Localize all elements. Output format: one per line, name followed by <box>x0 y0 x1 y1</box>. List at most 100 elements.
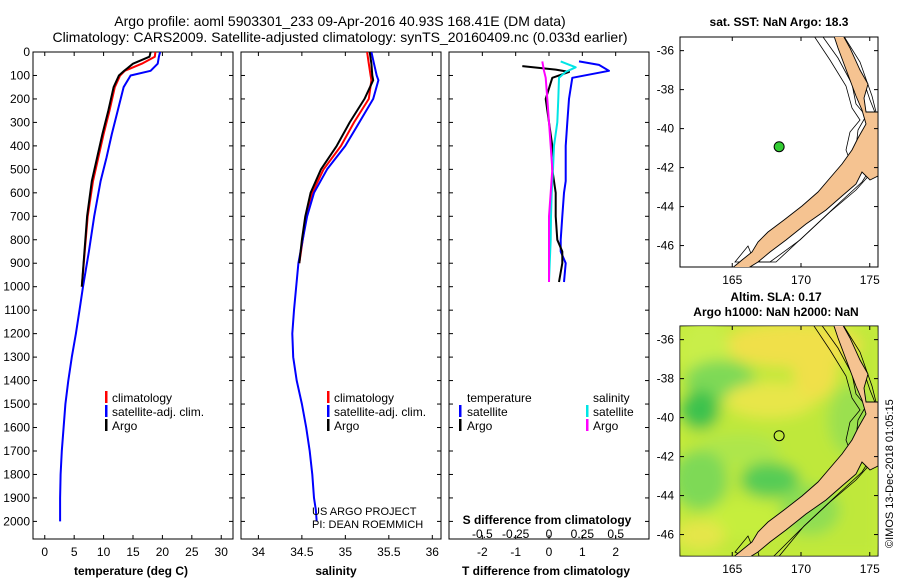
lon-tick-label: 170 <box>791 273 811 287</box>
y-tick-label: 500 <box>10 162 30 176</box>
s-diff-tick-label: 0 <box>546 527 553 541</box>
sst-map <box>679 36 879 268</box>
s-diff-tick-label: 0.25 <box>571 527 595 541</box>
y-tick-label: 1200 <box>3 327 30 341</box>
legend-swatch-argo <box>105 419 108 431</box>
temperature-xlabel: temperature (deg C) <box>74 564 188 578</box>
y-tick-label: 1400 <box>3 374 30 388</box>
lon-tick-label: 175 <box>860 562 880 576</box>
lat-tick-label: -46 <box>657 528 675 542</box>
x-tick-label: 34 <box>252 545 266 559</box>
legend-swatch-s-argo <box>586 419 589 431</box>
y-tick-label: 1000 <box>3 280 30 294</box>
y-tick-label: 1100 <box>4 303 30 317</box>
series-climatology <box>80 52 157 287</box>
sst-float-marker <box>773 141 785 153</box>
difference-legend: temperature satellite Argo salinity sate… <box>459 391 634 433</box>
y-tick-label: 1700 <box>3 444 30 458</box>
legend-swatch-t-argo <box>459 419 462 431</box>
x-tick-label: 0 <box>41 545 48 559</box>
x-tick-label: 35 <box>339 545 353 559</box>
sla-isobath-outer <box>734 326 878 556</box>
legend-swatch-t-satellite <box>459 405 462 417</box>
lon-tick-label: 165 <box>722 562 742 576</box>
legend-s-satellite: satellite <box>593 405 634 419</box>
x-tick-label: 30 <box>215 545 229 559</box>
y-tick-label: 900 <box>10 256 30 270</box>
legend-satellite: satellite-adj. clim. <box>334 405 426 419</box>
y-tick-label: 800 <box>10 233 30 247</box>
x-tick-label: 0 <box>546 545 553 559</box>
temperature-profiles <box>59 52 162 522</box>
legend-climatology: climatology <box>334 391 394 405</box>
lat-tick-label: -42 <box>657 450 675 464</box>
x-tick-label: -1 <box>510 545 521 559</box>
x-tick-label: 25 <box>185 545 199 559</box>
sla-float-marker <box>773 430 785 442</box>
sst-map-axes: 165 170 175 -36 -38 -40 -42 -44 -46 <box>657 37 880 287</box>
legend-swatch-climatology <box>105 391 108 403</box>
credit-project: US ARGO PROJECT <box>312 506 417 518</box>
legend-swatch-argo <box>327 419 330 431</box>
legend-swatch-satellite <box>327 405 330 417</box>
y-tick-label: 1900 <box>3 491 30 505</box>
sla-map-title2: Argo h1000: NaN h2000: NaN <box>693 305 858 319</box>
lat-tick-label: -40 <box>657 411 675 425</box>
y-tick-label: 600 <box>10 186 30 200</box>
y-tick-label: 1800 <box>3 467 30 481</box>
lat-tick-label: -40 <box>657 122 675 136</box>
legend-temperature-title: temperature <box>467 391 532 405</box>
sla-map-title1: Altim. SLA: 0.17 <box>730 290 822 304</box>
y-tick-label: 400 <box>10 139 30 153</box>
legend-t-satellite: satellite <box>467 405 508 419</box>
salinity-legend: climatology satellite-adj. clim. Argo <box>327 391 426 433</box>
legend-salinity-title: salinity <box>593 391 630 405</box>
lat-tick-label: -46 <box>657 239 675 253</box>
lat-tick-label: -36 <box>657 333 675 347</box>
sla-map-land <box>734 326 878 556</box>
x-tick-label: -2 <box>477 545 488 559</box>
salinity-difference-ticks: -0.5 -0.25 0 0.25 0.5 <box>472 527 624 541</box>
lon-tick-label: 170 <box>791 562 811 576</box>
x-tick-label: 34.5 <box>290 545 314 559</box>
x-tick-label: 36 <box>426 545 440 559</box>
s-diff-tick-label: -0.5 <box>472 527 493 541</box>
legend-climatology: climatology <box>112 391 172 405</box>
series-salinity-argo <box>541 61 554 282</box>
lon-tick-label: 165 <box>722 273 742 287</box>
temperature-panel <box>32 51 234 540</box>
salinity-profiles <box>291 52 380 522</box>
series-satellite-adj-clim- <box>291 52 380 522</box>
x-tick-label: 35.5 <box>377 545 401 559</box>
y-tick-label: 0 <box>23 45 30 59</box>
lat-tick-label: -36 <box>657 44 675 58</box>
x-tick-label: 2 <box>612 545 619 559</box>
credit-pi: PI: DEAN ROEMMICH <box>312 519 423 531</box>
x-tick-label: 5 <box>71 545 78 559</box>
salinity-x-ticks: 34 34.5 35 35.5 36 <box>252 52 440 559</box>
lon-tick-label: 175 <box>860 273 880 287</box>
series-satellite-adj-clim- <box>59 52 162 522</box>
legend-satellite: satellite-adj. clim. <box>112 405 204 419</box>
temperature-legend: climatology satellite-adj. clim. Argo <box>105 391 204 433</box>
x-tick-label: 15 <box>126 545 140 559</box>
y-tick-label: 1300 <box>3 350 30 364</box>
legend-t-argo: Argo <box>467 419 493 433</box>
legend-swatch-climatology <box>327 391 330 403</box>
sst-isobath-outer <box>734 37 878 263</box>
y-tick-label: 100 <box>10 68 30 82</box>
series-argo <box>298 52 375 264</box>
x-tick-label: 1 <box>579 545 586 559</box>
lat-tick-label: -38 <box>657 372 675 386</box>
difference-profiles <box>522 60 610 283</box>
legend-swatch-s-satellite <box>586 405 589 417</box>
series-salinity-satellite <box>548 60 577 283</box>
y-tick-label: 1500 <box>3 397 30 411</box>
temperature-x-ticks: 0 5 10 15 20 25 30 <box>41 52 228 559</box>
title-line1: Argo profile: aoml 5903301_233 09-Apr-20… <box>114 13 565 29</box>
salinity-panel <box>240 51 442 540</box>
s-diff-tick-label: 0.5 <box>607 527 624 541</box>
difference-xlabel: T difference from climatology <box>462 564 630 578</box>
sla-map <box>679 325 879 557</box>
